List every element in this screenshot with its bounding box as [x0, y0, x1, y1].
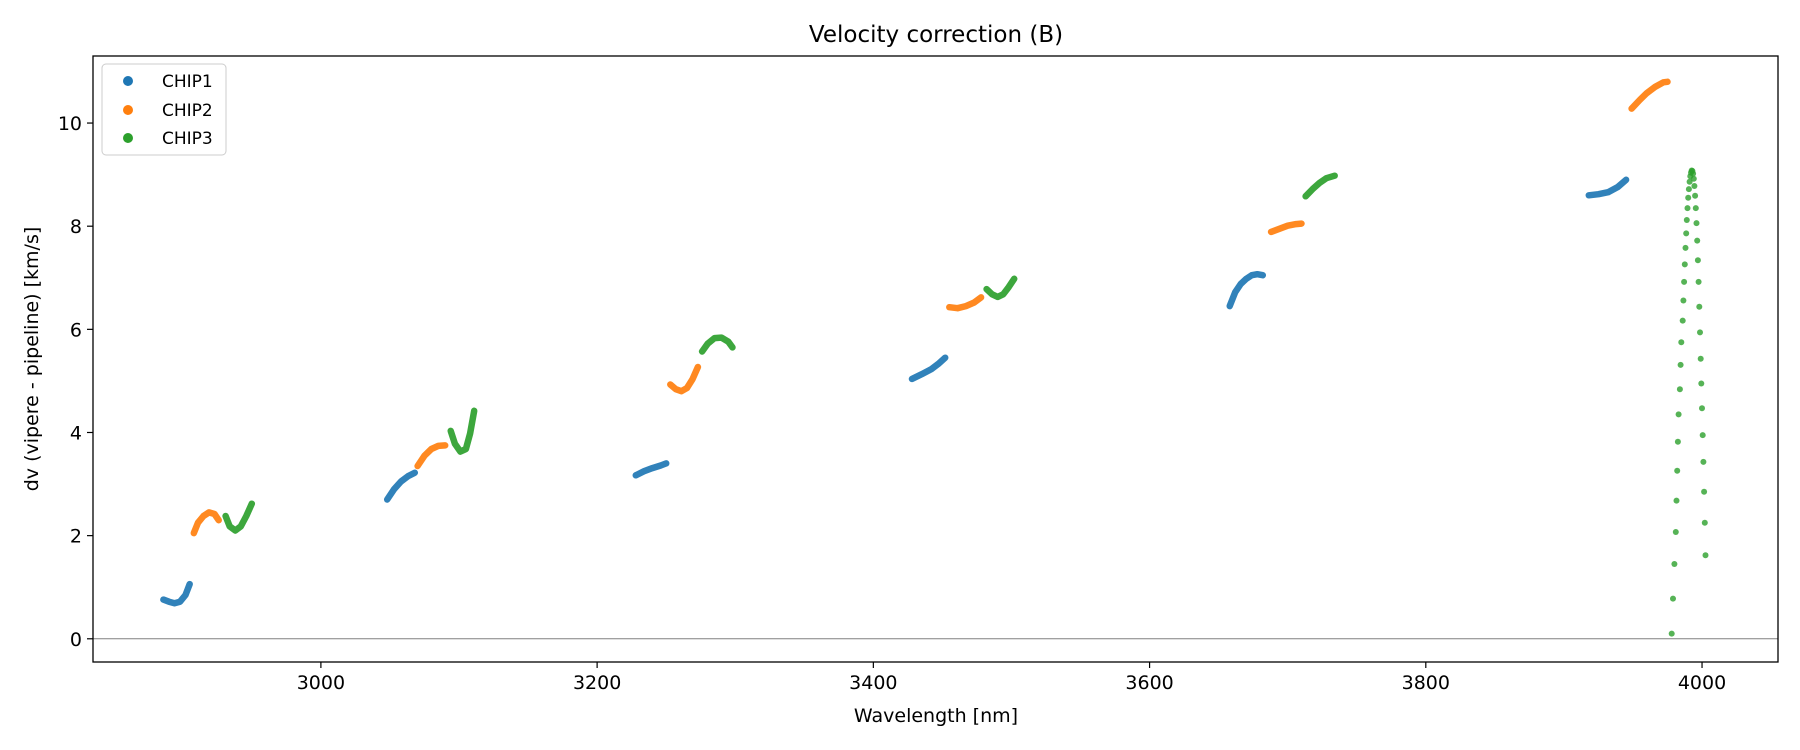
data-point-chip3: [1699, 405, 1705, 412]
series-chip1: [160, 176, 1630, 607]
data-point-chip3: [1702, 552, 1709, 559]
legend: CHIP1 CHIP2 CHIP3: [101, 63, 227, 156]
data-point-chip3: [1683, 230, 1690, 237]
y-tick-label: 8: [70, 216, 82, 238]
data-run-chip2: [1628, 78, 1671, 112]
data-point-chip3: [1680, 297, 1687, 304]
plot-area: [93, 56, 1778, 662]
legend-label-chip2: CHIP2: [162, 101, 213, 121]
data-point-chip3: [1694, 237, 1701, 244]
data-point-chip3: [1679, 317, 1686, 324]
legend-item-chip1: CHIP1: [123, 72, 213, 92]
y-axis-label: dv (vipere - pipeline) [km/s]: [21, 227, 43, 492]
data-point-chip3: [1676, 386, 1683, 393]
data-run-chip3: [1302, 172, 1338, 200]
y-tick-label: 0: [70, 629, 82, 651]
x-tick-label: 3000: [297, 672, 345, 694]
data-point-chip3: [1695, 278, 1702, 285]
data-run-chip3: [222, 500, 256, 534]
data-point-chip3: [1693, 220, 1700, 227]
series-layer: [160, 78, 1709, 637]
data-point-chip3: [1694, 257, 1701, 264]
data-run-chip1: [632, 460, 670, 479]
x-tick-label: 3400: [849, 672, 897, 694]
plot-frame: [92, 55, 1779, 663]
y-tick-label: 10: [58, 113, 82, 135]
series-chip2: [190, 78, 1671, 537]
legend-frame: [101, 63, 227, 156]
data-point-chip3: [1672, 529, 1679, 535]
data-run-chip2: [190, 509, 222, 537]
data-point-chip3: [1684, 205, 1691, 212]
x-axis: 3000 3200 3400 3600 3800 4000: [297, 662, 1726, 694]
x-tick-label: 3600: [1125, 672, 1173, 694]
y-tick-label: 2: [70, 526, 82, 548]
data-point-chip3: [1701, 488, 1708, 495]
data-point-chip3: [1690, 175, 1697, 182]
x-axis-label: Wavelength [nm]: [854, 705, 1018, 727]
y-tick-label: 6: [70, 319, 82, 341]
data-point-chip3: [1681, 261, 1688, 268]
series-chip3: [222, 167, 1709, 637]
data-point-chip3: [1681, 278, 1688, 285]
data-point-chip3: [1668, 630, 1675, 637]
data-point-chip3: [1685, 194, 1692, 201]
data-run-chip3: [983, 275, 1018, 301]
data-run-chip1: [383, 469, 419, 503]
data-point-chip3: [1670, 595, 1676, 602]
data-point-chip3: [1697, 329, 1703, 336]
data-point-chip3: [1696, 303, 1703, 310]
data-point-chip3: [1692, 192, 1699, 199]
legend-item-chip3: CHIP3: [123, 129, 213, 149]
data-point-chip3: [1683, 217, 1690, 223]
legend-label-chip1: CHIP1: [162, 72, 213, 92]
data-run-chip2: [667, 363, 702, 395]
data-point-chip3: [1674, 438, 1681, 445]
data-point-chip3: [1700, 458, 1707, 465]
chart-title: Velocity correction (B): [809, 22, 1063, 48]
data-run-chip1: [160, 580, 193, 607]
data-point-chip3: [1673, 497, 1680, 504]
y-tick-label: 4: [70, 422, 82, 444]
data-point-chip3: [1692, 205, 1699, 212]
data-run-chip1: [1585, 176, 1630, 199]
x-tick-label: 3200: [573, 672, 621, 694]
data-point-chip3: [1685, 186, 1692, 193]
legend-marker-chip2: [123, 105, 133, 115]
data-point-chip3: [1698, 380, 1705, 387]
legend-label-chip3: CHIP3: [162, 129, 213, 149]
data-run-chip1: [908, 354, 949, 383]
legend-marker-chip1: [123, 76, 133, 86]
y-axis: 0 2 4 6 8 10: [58, 113, 93, 651]
legend-marker-chip3: [123, 133, 133, 143]
data-point-chip3: [1691, 183, 1698, 189]
x-tick-label: 4000: [1678, 672, 1726, 694]
x-tick-label: 3800: [1402, 672, 1450, 694]
data-point-chip3: [1699, 432, 1706, 439]
data-run-chip3: [698, 334, 736, 355]
data-point-chip3: [1675, 411, 1682, 418]
data-run-chip3: [447, 407, 478, 455]
data-run-chip2: [1267, 220, 1305, 236]
data-point-chip3: [1671, 561, 1678, 567]
data-point-chip3: [1678, 339, 1685, 346]
data-point-chip3: [1686, 178, 1693, 185]
data-point-chip3: [1690, 170, 1697, 177]
data-point-chip3: [1677, 361, 1684, 368]
data-point-chip3: [1682, 244, 1689, 251]
data-run-chip1: [1226, 270, 1267, 310]
data-run-chip2: [414, 442, 449, 470]
data-point-chip3: [1701, 519, 1708, 526]
legend-item-chip2: CHIP2: [123, 101, 213, 121]
data-run-chip2: [946, 294, 985, 312]
data-point-chip3: [1674, 467, 1681, 474]
data-point-chip3: [1697, 355, 1704, 362]
